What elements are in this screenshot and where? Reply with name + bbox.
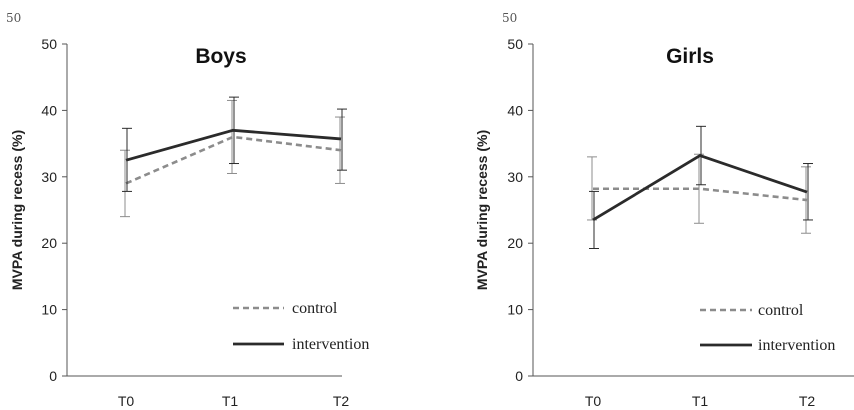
- boys-y-tick-label: 40: [41, 102, 57, 118]
- girls-y-tick-label: 40: [507, 102, 523, 118]
- boys-x-tick-label: T1: [222, 393, 239, 409]
- boys-legend-intervention-label: intervention: [292, 336, 369, 353]
- girls-x-tick-label: T1: [692, 393, 709, 409]
- girls-legend-control-label: control: [758, 302, 804, 319]
- girls-intervention-line: [592, 154, 808, 222]
- girls-y-tick-label: 10: [507, 302, 523, 318]
- boys-y-tick-label: 20: [41, 235, 57, 251]
- boys-y-axis-label: MVPA during recess (%): [9, 130, 25, 290]
- boys-x-tick-label: T0: [118, 393, 135, 409]
- boys-corner-label: 50: [6, 11, 21, 25]
- girls-y-tick-label: 30: [507, 169, 523, 185]
- boys-legend-control-label: control: [292, 300, 338, 317]
- boys-x-tick-label: T2: [333, 393, 350, 409]
- boys-intervention-line: [125, 128, 342, 162]
- girls-control-line: [593, 187, 808, 202]
- girls-y-tick-label: 0: [515, 368, 523, 384]
- boys-y-tick-label: 10: [41, 302, 57, 318]
- girls-chart-panel: 50 0 10 20 30 40 50 T0 T1 T2 MVPA during recess (%…: [474, 11, 854, 409]
- boys-chart-panel: 50 0 10 20 30 40 50 T0 T1 T2 MVPA during recess (%…: [6, 11, 369, 409]
- boys-y-tick-label: 30: [41, 169, 57, 185]
- girls-y-tick-label: 50: [507, 36, 523, 52]
- boys-y-tick-label: 50: [41, 36, 57, 52]
- girls-chart-title: Girls: [666, 45, 714, 68]
- boys-chart-title: Boys: [195, 45, 246, 68]
- girls-y-axis-label: MVPA during recess (%): [474, 130, 490, 290]
- girls-corner-label: 50: [502, 11, 517, 25]
- girls-y-tick-label: 20: [507, 235, 523, 251]
- girls-legend-intervention-label: intervention: [758, 337, 835, 354]
- girls-x-tick-label: T2: [799, 393, 816, 409]
- girls-x-tick-label: T0: [585, 393, 602, 409]
- boys-y-tick-label: 0: [49, 368, 57, 384]
